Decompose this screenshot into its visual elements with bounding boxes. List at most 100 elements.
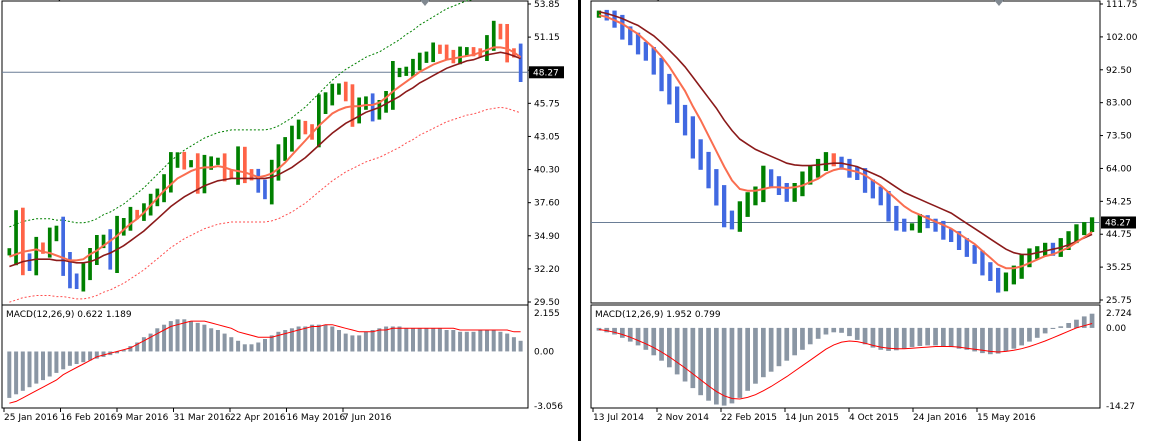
macd-tick-label: -14.27	[1106, 402, 1135, 412]
macd-histogram-bar	[67, 351, 72, 366]
macd-histogram-bar	[491, 330, 496, 352]
macd-histogram-bar	[229, 337, 234, 352]
macd-histogram-bar	[289, 328, 294, 352]
macd-histogram-bar	[195, 322, 200, 352]
price-bar	[498, 23, 503, 40]
price-bar	[964, 238, 969, 257]
price-bar	[135, 209, 139, 220]
price-bar	[737, 201, 742, 232]
macd-tick-label: 2.155	[534, 309, 560, 319]
chart-shift-marker-icon	[994, 0, 1004, 6]
price-bar	[1074, 224, 1079, 244]
price-bar	[14, 210, 18, 266]
price-bar	[675, 86, 680, 123]
daily-chart-window[interactable]: 53.8551.1548.4545.7543.0540.3037.6034.90…	[0, 0, 578, 441]
price-bar	[21, 207, 25, 276]
price-bar	[68, 252, 72, 289]
price-bar	[209, 156, 213, 170]
macd-histogram-bar	[357, 335, 362, 352]
macd-histogram-bar	[155, 328, 160, 352]
macd-histogram-bar	[886, 327, 891, 351]
time-tick-label: 16 May 2016	[287, 413, 346, 423]
price-bar	[505, 24, 509, 63]
envelope-lower-line	[9, 106, 521, 303]
price-bar	[269, 159, 274, 205]
macd-histogram-bar	[14, 351, 19, 395]
macd-histogram-bar	[667, 327, 672, 368]
macd-histogram-bar	[437, 328, 442, 352]
price-bar	[485, 35, 489, 61]
macd-signal-line	[9, 320, 521, 404]
price-bar	[256, 168, 261, 193]
weekly-chart-window[interactable]: 111.75 102.00 92.50 83.00 73.50 64.00 54.25 44.…	[581, 0, 1155, 441]
macd-histogram-bar	[390, 326, 395, 352]
macd-histogram-bar	[101, 351, 106, 357]
macd-histogram-bar	[498, 331, 503, 352]
price-bar	[404, 66, 409, 76]
macd-histogram-bar	[870, 327, 876, 348]
chart-title: BRN,Daily	[18, 0, 63, 2]
macd-histogram-bar	[1011, 327, 1017, 349]
price-bar	[263, 179, 267, 200]
macd-histogram-bar	[761, 327, 766, 378]
price-tick-label: 54.25	[1106, 197, 1132, 207]
price-tick-label: 40.30	[534, 166, 560, 176]
price-bar	[34, 236, 39, 276]
macd-histogram-bar	[643, 327, 649, 350]
slow-moving-average-line	[9, 51, 521, 268]
time-tick-label: 14 Jun 2015	[785, 413, 839, 423]
price-bar	[491, 20, 496, 51]
macd-histogram-bar	[635, 327, 641, 346]
macd-histogram-bar	[1074, 319, 1079, 328]
price-bar	[902, 218, 907, 232]
price-bar	[980, 250, 985, 276]
macd-histogram-bar	[478, 330, 483, 352]
price-bar	[745, 192, 750, 217]
macd-tick-label: 0.00	[1106, 324, 1126, 334]
price-bar	[988, 262, 993, 281]
macd-indicator-label: MACD(12,26,9) 0.622 1.189	[6, 310, 132, 320]
macd-histogram-bar	[276, 331, 281, 352]
price-bar	[81, 263, 86, 292]
price-bar	[659, 57, 664, 92]
macd-histogram-bar	[980, 327, 985, 354]
price-bar	[384, 91, 388, 113]
macd-histogram-bar	[316, 324, 321, 352]
price-bar	[792, 183, 797, 202]
price-bar	[917, 214, 922, 233]
macd-histogram-bar	[1003, 327, 1009, 352]
price-bar	[182, 151, 187, 170]
ohlc-readout: 50.24 50.78 48.14 48.27	[671, 0, 783, 2]
price-bar	[761, 165, 766, 203]
price-bar	[862, 168, 868, 193]
macd-histogram-bar	[674, 327, 680, 375]
macd-histogram-bar	[815, 327, 821, 339]
macd-tick-label: -3.056	[534, 402, 563, 412]
price-bar	[296, 119, 301, 140]
ohlc-readout: 48.58 48.75 48.14 48.27	[76, 0, 188, 2]
macd-histogram-bar	[47, 351, 52, 377]
macd-histogram-bar	[424, 328, 429, 352]
price-bar	[800, 171, 805, 197]
macd-histogram-bar	[431, 328, 436, 352]
price-bar	[290, 125, 294, 152]
macd-histogram-bar	[721, 327, 727, 406]
macd-histogram-bar	[370, 330, 375, 352]
price-tick-label: 29.50	[534, 298, 560, 308]
price-bar	[690, 116, 695, 159]
fast-moving-average-line	[9, 46, 522, 262]
macd-histogram-bar	[464, 331, 469, 352]
price-bar	[925, 215, 930, 229]
price-bar	[769, 169, 774, 189]
macd-histogram-bar	[397, 326, 402, 352]
price-tick-label: 43.05	[534, 132, 560, 142]
macd-histogram-bar	[283, 330, 288, 352]
macd-histogram-bar	[847, 327, 852, 337]
macd-histogram-bar	[249, 344, 254, 352]
price-bar	[364, 96, 368, 110]
price-bar	[202, 154, 207, 194]
price-bar	[1011, 265, 1016, 285]
price-bar	[323, 92, 328, 114]
price-bar	[870, 179, 875, 199]
price-bar	[620, 14, 625, 40]
